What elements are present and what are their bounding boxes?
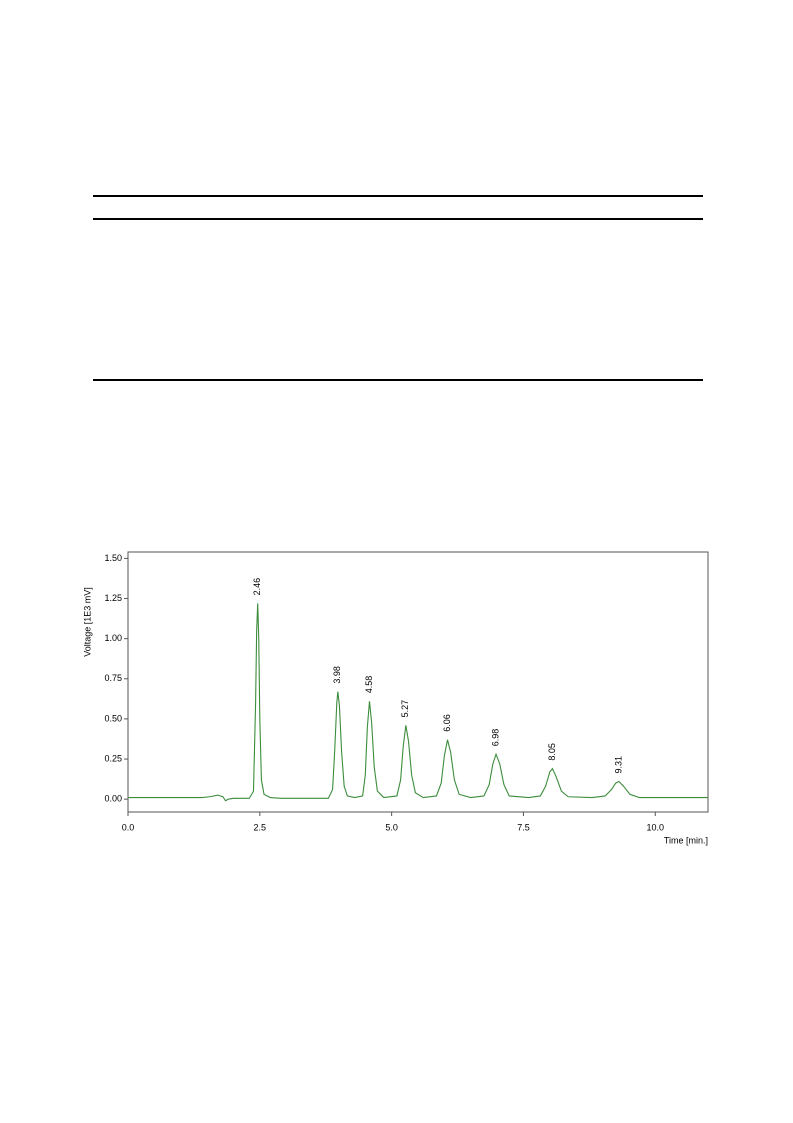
y-tick-label: 0.50 <box>104 713 122 723</box>
y-tick-label: 0.25 <box>104 753 122 763</box>
peak-label: 6.06 <box>442 714 452 732</box>
peak-label: 8.05 <box>547 743 557 761</box>
x-tick-label: 7.5 <box>517 822 530 832</box>
x-tick-label: 5.0 <box>385 822 398 832</box>
x-tick-label: 10.0 <box>647 822 665 832</box>
y-tick-label: 1.00 <box>104 633 122 643</box>
peak-label: 6.98 <box>490 729 500 747</box>
y-tick-label: 0.00 <box>104 794 122 804</box>
peak-label: 2.46 <box>252 578 262 596</box>
peak-label: 5.27 <box>400 700 410 718</box>
y-tick-label: 1.50 <box>104 553 122 563</box>
y-axis-title: Voltage [1E3 mV] <box>82 587 92 657</box>
x-tick-label: 0.0 <box>122 822 135 832</box>
y-tick-label: 1.25 <box>104 593 122 603</box>
table-bottom-rule <box>93 379 703 381</box>
x-tick-label: 2.5 <box>254 822 267 832</box>
peak-label: 9.31 <box>613 756 623 774</box>
peak-label: 3.98 <box>332 666 342 684</box>
x-axis-title: Time [min.] <box>664 835 708 845</box>
plot-frame <box>127 551 709 813</box>
table-top-rule <box>93 195 703 197</box>
peak-label: 4.58 <box>364 676 374 694</box>
signal-line <box>128 603 708 802</box>
y-tick-label: 0.75 <box>104 673 122 683</box>
table-header-rule <box>93 218 703 220</box>
